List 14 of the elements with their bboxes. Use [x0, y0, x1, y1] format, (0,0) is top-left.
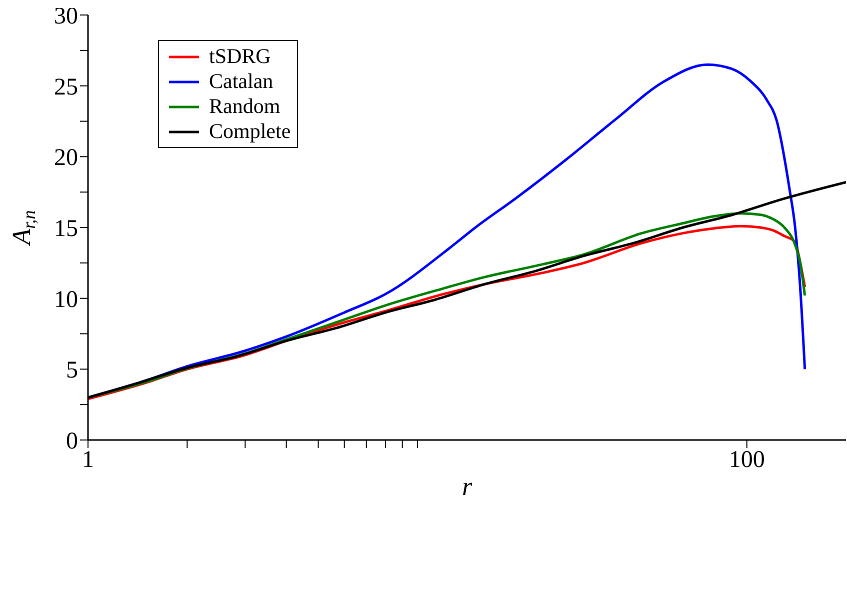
legend-label: tSDRG — [209, 44, 271, 69]
y-tick-label: 0 — [66, 428, 78, 455]
y-tick-label: 15 — [54, 216, 78, 242]
y-tick-label: 30 — [54, 4, 78, 30]
x-tick-label: 100 — [728, 447, 765, 474]
y-tick-label: 25 — [54, 74, 78, 100]
y-tick-label: 10 — [54, 286, 78, 313]
x-axis-title: r — [462, 472, 473, 501]
legend-label: Complete — [209, 119, 291, 144]
x-tick-label: 1 — [82, 447, 94, 474]
y-tick-label: 5 — [66, 358, 78, 384]
y-tick-label: 20 — [54, 145, 78, 172]
legend-label: Catalan — [209, 69, 274, 94]
legend-label: Random — [209, 94, 280, 119]
